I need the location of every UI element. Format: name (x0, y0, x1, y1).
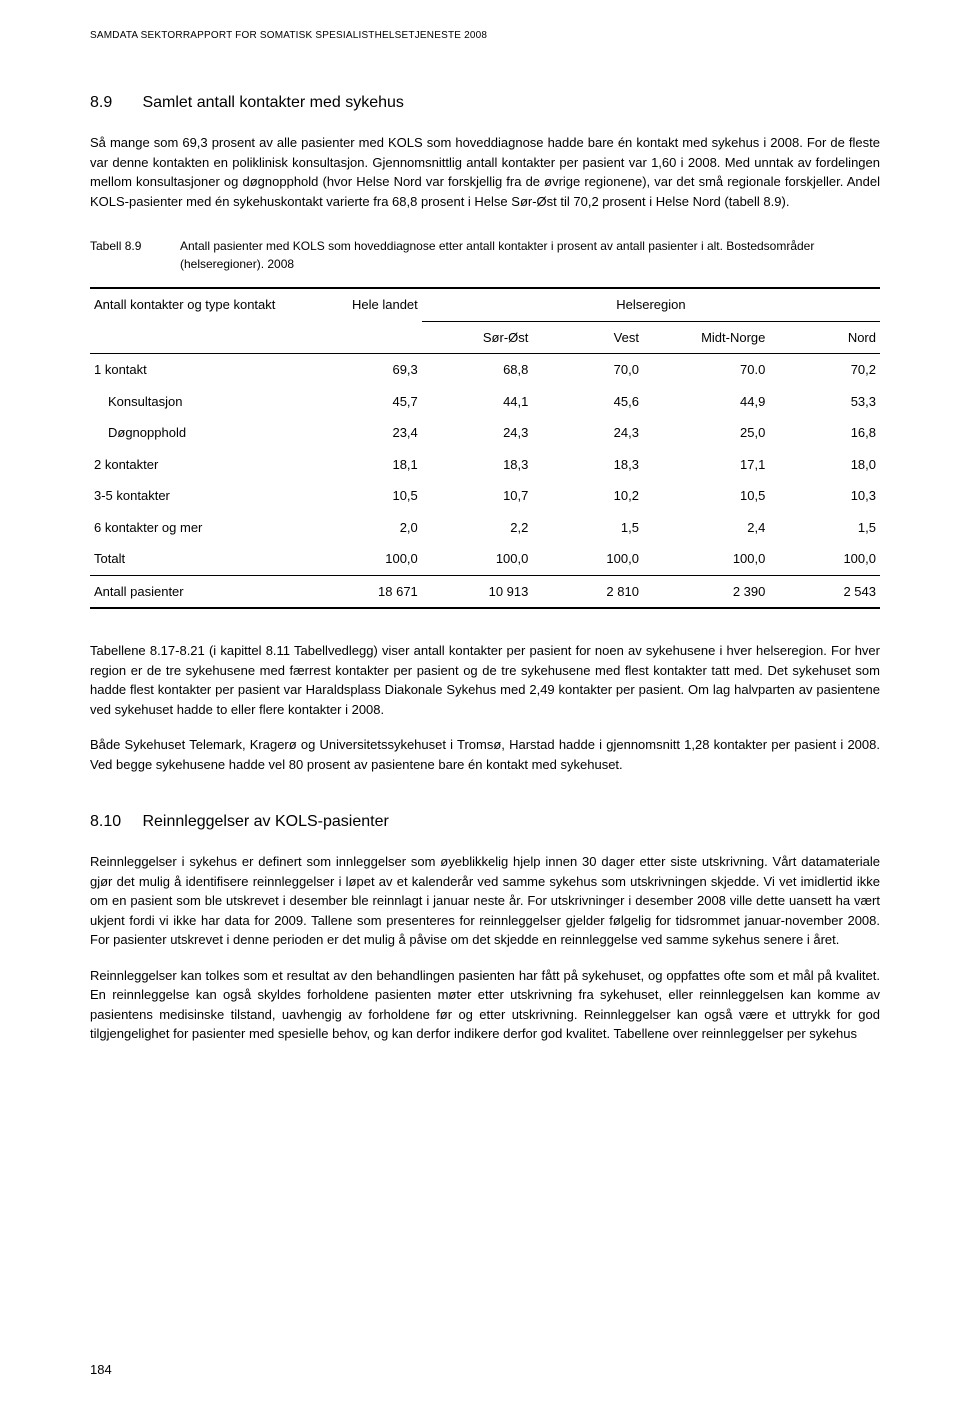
cell-value: 2 390 (643, 575, 769, 608)
cell-value: 1,5 (532, 512, 643, 544)
table-row: 2 kontakter18,118,318,317,118,0 (90, 449, 880, 481)
cell-value: 10,2 (532, 480, 643, 512)
cell-value: 45,6 (532, 386, 643, 418)
table-label: Tabell 8.9 (90, 237, 180, 273)
cell-value: 10,5 (643, 480, 769, 512)
table-row: 3-5 kontakter10,510,710,210,510,3 (90, 480, 880, 512)
table-row: Totalt100,0100,0100,0100,0100,0 (90, 543, 880, 575)
after-table-paragraph-1: Tabellene 8.17-8.21 (i kapittel 8.11 Tab… (90, 641, 880, 719)
section-title: Reinnleggelser av KOLS-pasienter (142, 813, 388, 830)
subcol-sorost: Sør-Øst (422, 321, 533, 354)
cell-value: 1,5 (769, 512, 880, 544)
section-title: Samlet antall kontakter med sykehus (142, 94, 403, 111)
table-row: Døgnopphold23,424,324,325,016,8 (90, 417, 880, 449)
page-header: SAMDATA SEKTORRAPPORT FOR SOMATISK SPESI… (90, 28, 880, 43)
col-header-hele: Hele landet (311, 288, 422, 354)
table-footer-row: Antall pasienter18 67110 9132 8102 3902 … (90, 575, 880, 608)
cell-value: 24,3 (422, 417, 533, 449)
table-8-9-caption: Tabell 8.9 Antall pasienter med KOLS som… (90, 237, 880, 273)
section-8-10-paragraph-2: Reinnleggelser kan tolkes som et resulta… (90, 966, 880, 1044)
row-label: Døgnopphold (90, 417, 311, 449)
cell-value: 10,5 (311, 480, 422, 512)
cell-value: 18,3 (422, 449, 533, 481)
cell-value: 45,7 (311, 386, 422, 418)
cell-value: 44,1 (422, 386, 533, 418)
col-header-region: Helseregion (422, 288, 880, 321)
page-number: 184 (90, 1360, 112, 1380)
section-8-9-paragraph-1: Så mange som 69,3 prosent av alle pasien… (90, 133, 880, 211)
cell-value: 100,0 (532, 543, 643, 575)
table-row: 1 kontakt69,368,870,070.070,2 (90, 354, 880, 386)
table-row: Konsultasjon45,744,145,644,953,3 (90, 386, 880, 418)
cell-value: 18,0 (769, 449, 880, 481)
subcol-nord: Nord (769, 321, 880, 354)
after-table-paragraph-2: Både Sykehuset Telemark, Kragerø og Univ… (90, 735, 880, 774)
cell-value: 2,2 (422, 512, 533, 544)
cell-value: 100,0 (769, 543, 880, 575)
cell-value: 69,3 (311, 354, 422, 386)
cell-value: 25,0 (643, 417, 769, 449)
subcol-midt: Midt-Norge (643, 321, 769, 354)
subcol-vest: Vest (532, 321, 643, 354)
cell-value: 10,7 (422, 480, 533, 512)
cell-value: 2,4 (643, 512, 769, 544)
cell-value: 44,9 (643, 386, 769, 418)
cell-value: 18,3 (532, 449, 643, 481)
section-number: 8.10 (90, 810, 138, 834)
cell-value: 16,8 (769, 417, 880, 449)
cell-value: 10,3 (769, 480, 880, 512)
cell-value: 68,8 (422, 354, 533, 386)
cell-value: 70,0 (532, 354, 643, 386)
row-label: Totalt (90, 543, 311, 575)
cell-value: 100,0 (422, 543, 533, 575)
row-label: 2 kontakter (90, 449, 311, 481)
cell-value: 17,1 (643, 449, 769, 481)
col-header-left: Antall kontakter og type kontakt (90, 288, 311, 354)
cell-value: 23,4 (311, 417, 422, 449)
row-label: Antall pasienter (90, 575, 311, 608)
cell-value: 100,0 (643, 543, 769, 575)
document-page: SAMDATA SEKTORRAPPORT FOR SOMATISK SPESI… (0, 0, 960, 1409)
cell-value: 18,1 (311, 449, 422, 481)
cell-value: 2,0 (311, 512, 422, 544)
cell-value: 2 810 (532, 575, 643, 608)
row-label: 3-5 kontakter (90, 480, 311, 512)
row-label: 1 kontakt (90, 354, 311, 386)
cell-value: 2 543 (769, 575, 880, 608)
cell-value: 53,3 (769, 386, 880, 418)
section-heading-8-9: 8.9 Samlet antall kontakter med sykehus (90, 91, 880, 115)
table-8-9: Antall kontakter og type kontakt Hele la… (90, 287, 880, 609)
table-caption-text: Antall pasienter med KOLS som hoveddiagn… (180, 237, 880, 273)
cell-value: 70.0 (643, 354, 769, 386)
cell-value: 10 913 (422, 575, 533, 608)
section-8-10-paragraph-1: Reinnleggelser i sykehus er definert som… (90, 852, 880, 950)
section-number: 8.9 (90, 91, 138, 115)
row-label: 6 kontakter og mer (90, 512, 311, 544)
cell-value: 100,0 (311, 543, 422, 575)
table-row: 6 kontakter og mer2,02,21,52,41,5 (90, 512, 880, 544)
cell-value: 70,2 (769, 354, 880, 386)
cell-value: 24,3 (532, 417, 643, 449)
section-heading-8-10: 8.10 Reinnleggelser av KOLS-pasienter (90, 810, 880, 834)
row-label: Konsultasjon (90, 386, 311, 418)
cell-value: 18 671 (311, 575, 422, 608)
